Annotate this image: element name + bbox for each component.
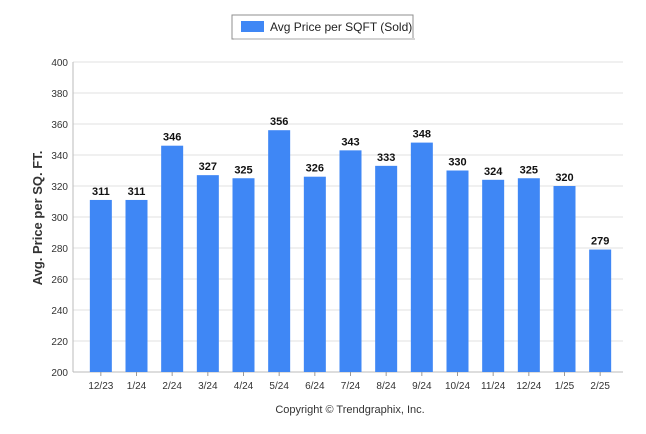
y-tick-label: 300: [51, 213, 68, 224]
x-tick-label: 8/24: [376, 381, 396, 392]
bar: [446, 170, 469, 372]
y-axis-title: Avg. Price per SQ. FT.: [30, 151, 45, 286]
bar: [589, 249, 612, 372]
y-tick-label: 220: [51, 337, 68, 348]
bar: [553, 186, 576, 372]
bar-value-label: 343: [341, 136, 359, 148]
y-tick-label: 340: [51, 151, 68, 162]
y-tick-label: 380: [51, 89, 68, 100]
x-tick-label: 3/24: [198, 381, 218, 392]
bar: [268, 130, 291, 372]
bar: [339, 150, 362, 372]
value-labels: 311 311 346 327 325 356 326 343 333 348 330 324 325 3…: [92, 116, 609, 247]
legend-shadow: [234, 38, 415, 40]
bar: [232, 178, 255, 372]
bar-value-label: 346: [163, 132, 181, 144]
bar: [125, 199, 148, 372]
bar-value-label: 326: [306, 163, 324, 175]
x-tick-label: 10/24: [445, 381, 470, 392]
bar-value-label: 330: [448, 157, 466, 169]
legend-label: Avg Price per SQFT (Sold): [270, 20, 412, 34]
bar-value-label: 311: [92, 186, 110, 198]
bar: [482, 179, 505, 372]
x-tick-label: 1/24: [127, 381, 147, 392]
x-tick-label: 11/24: [481, 381, 506, 392]
legend: Avg Price per SQFT (Sold): [231, 14, 415, 40]
footer-copyright: Copyright © Trendgraphix, Inc.: [275, 404, 424, 416]
x-tick-label: 7/24: [341, 381, 361, 392]
bar: [303, 176, 326, 372]
y-tick-label: 280: [51, 244, 68, 255]
bar-value-label: 327: [199, 161, 217, 173]
y-tick-label: 360: [51, 120, 68, 131]
x-tick-label: 2/25: [590, 381, 610, 392]
bar: [161, 145, 184, 372]
bar: [89, 199, 112, 372]
x-tick-label: 6/24: [305, 381, 325, 392]
bar-value-label: 279: [591, 236, 609, 248]
x-tick-label: 9/24: [412, 381, 432, 392]
x-tick-label: 12/23: [88, 381, 113, 392]
bar-value-label: 324: [484, 166, 503, 178]
bars: [89, 130, 612, 372]
y-tick-label: 200: [51, 368, 68, 379]
bar-value-label: 348: [413, 129, 431, 141]
bar-value-label: 311: [128, 186, 146, 198]
bar-value-label: 325: [520, 164, 538, 176]
bar: [196, 175, 219, 372]
x-tick-label: 1/25: [555, 381, 575, 392]
bar: [517, 178, 540, 372]
bar-value-label: 320: [555, 172, 573, 184]
x-tick-label: 12/24: [516, 381, 541, 392]
bar-value-label: 333: [377, 152, 395, 164]
y-tick-label: 320: [51, 182, 68, 193]
x-tick-label: 5/24: [269, 381, 289, 392]
y-tick-label: 400: [51, 58, 68, 69]
y-tick-label: 240: [51, 306, 68, 317]
legend-swatch: [241, 21, 264, 32]
bar-value-label: 356: [270, 116, 288, 128]
bar: [410, 142, 433, 372]
x-tick-label: 4/24: [234, 381, 254, 392]
x-tick-label: 2/24: [162, 381, 182, 392]
bar-value-label: 325: [234, 164, 252, 176]
y-tick-label: 260: [51, 275, 68, 286]
bar: [375, 165, 398, 372]
